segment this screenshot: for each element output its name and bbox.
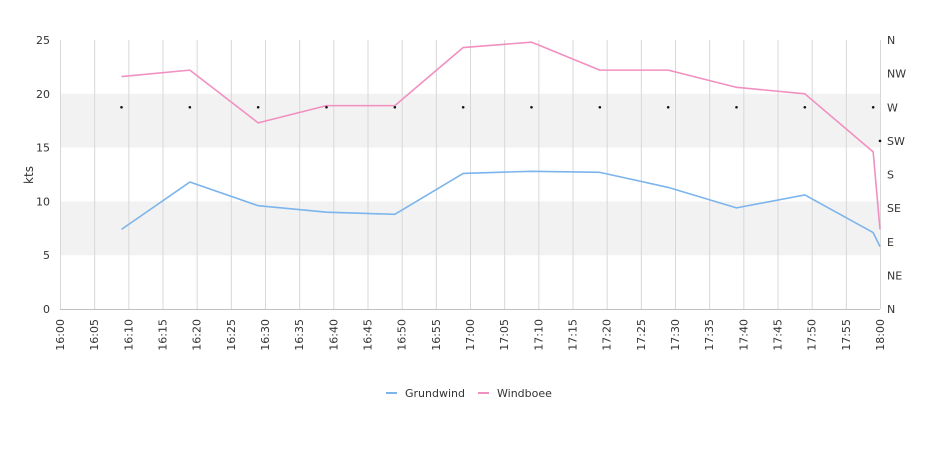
direction-point — [393, 105, 397, 109]
direction-tick-label: N — [887, 303, 895, 316]
y-tick-label: 5 — [43, 249, 50, 262]
direction-tick-label: SE — [887, 202, 901, 215]
y-tick-label: 10 — [36, 195, 50, 208]
x-tick-label: 16:40 — [327, 319, 340, 351]
direction-point — [871, 105, 875, 109]
direction-tick-label: N — [887, 34, 895, 47]
y-axis-title: kts — [22, 166, 36, 184]
x-tick-label: 16:35 — [293, 319, 306, 351]
x-tick-label: 16:05 — [88, 319, 101, 351]
x-tick-label: 17:10 — [532, 319, 545, 351]
x-tick-label: 17:00 — [464, 319, 477, 351]
x-tick-label: 17:05 — [498, 319, 511, 351]
x-tick-label: 17:40 — [737, 319, 750, 351]
x-tick-label: 16:20 — [191, 319, 204, 351]
x-tick-label: 16:55 — [430, 319, 443, 351]
legend: Grundwind Windboee — [386, 387, 552, 400]
series-line-windboee — [121, 41, 881, 230]
x-tick-label: 16:50 — [396, 319, 409, 351]
x-tick-label: 16:00 — [54, 319, 67, 351]
direction-tick-label: E — [887, 236, 894, 249]
x-tick-label: 17:50 — [806, 319, 819, 351]
direction-point — [598, 105, 602, 109]
direction-tick-label: SW — [887, 135, 905, 148]
x-tick-label: 16:15 — [157, 319, 170, 351]
x-tick-label: 17:45 — [772, 319, 785, 351]
series-line-grundwind — [121, 170, 881, 247]
direction-point — [530, 105, 533, 109]
direction-tick-labels: N NW W SW S SE E NE N — [887, 34, 906, 316]
y-tick-labels: 0 5 10 15 20 25 — [36, 34, 50, 316]
direction-point — [188, 105, 192, 109]
x-tick-labels: 16:00 16:05 16:10 16:15 16:20 16:25 16:30 16:35… — [54, 319, 887, 351]
y-tick-label: 25 — [36, 34, 50, 47]
direction-point — [256, 105, 260, 109]
y-tick-label: 0 — [43, 303, 50, 316]
direction-markers — [120, 105, 882, 143]
direction-point — [120, 105, 123, 109]
x-tick-label: 17:25 — [635, 319, 648, 351]
x-tick-label: 17:30 — [669, 319, 682, 351]
y-tick-label: 15 — [36, 142, 50, 155]
series-lines — [121, 41, 881, 247]
x-tick-label: 16:25 — [225, 319, 238, 351]
x-tick-label: 17:35 — [703, 319, 716, 351]
direction-point — [735, 105, 738, 109]
direction-point — [325, 105, 328, 109]
x-tick-label: 17:20 — [601, 319, 614, 351]
x-tick-label: 16:30 — [259, 319, 272, 351]
x-tick-label: 18:00 — [874, 319, 887, 351]
direction-tick-label: S — [887, 169, 894, 182]
direction-point — [878, 139, 882, 143]
legend-label: Grundwind — [405, 387, 465, 400]
direction-point — [666, 105, 670, 109]
direction-point — [803, 105, 807, 109]
direction-tick-label: W — [887, 101, 898, 114]
x-tick-label: 17:15 — [567, 319, 580, 351]
legend-label: Windboee — [497, 387, 552, 400]
direction-tick-label: NW — [887, 68, 906, 81]
direction-point — [461, 105, 465, 109]
x-tick-label: 16:45 — [362, 319, 375, 351]
y-tick-label: 20 — [36, 88, 50, 101]
x-tick-label: 16:10 — [122, 319, 135, 351]
direction-tick-label: NE — [887, 269, 902, 282]
x-tick-label: 17:55 — [840, 319, 853, 351]
grid-lines — [60, 40, 881, 309]
